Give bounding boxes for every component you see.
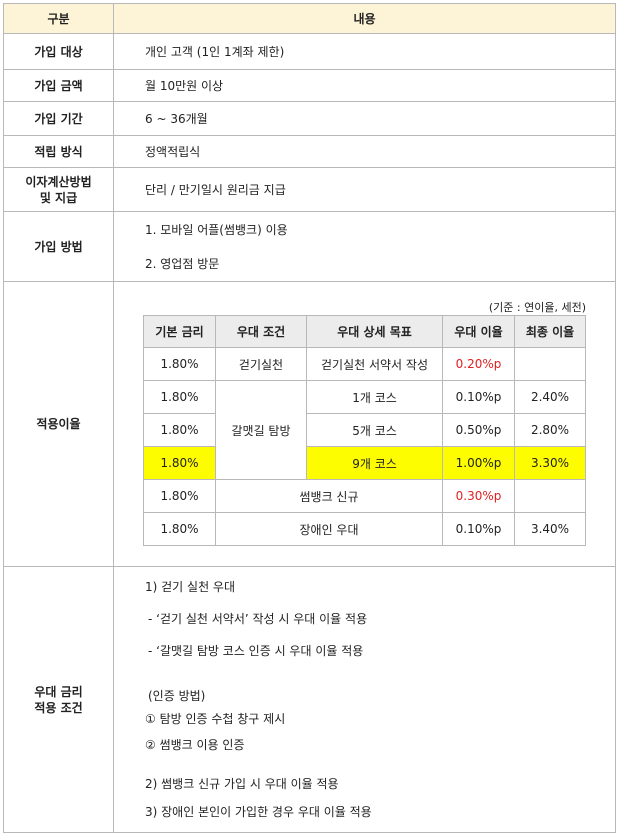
row-interest-calc: 이자계산방법 및 지급 단리 / 만기일시 원리금 지급 — [3, 167, 616, 212]
label-period: 가입 기간 — [3, 101, 114, 136]
rate-pref-cell: 0.30%p — [442, 479, 515, 513]
rate-pref-cell: 1.00%p — [442, 446, 515, 480]
value-amount: 월 10만원 이상 — [113, 69, 616, 102]
value-saving-method: 정액적립식 — [113, 135, 616, 168]
rate-detail-cell: 9개 코스 — [306, 446, 443, 480]
rate-base-cell: 1.80% — [143, 446, 216, 480]
rate-pref-cell: 0.10%p — [442, 512, 515, 546]
rate-final-cell: 3.30% — [514, 446, 586, 480]
rate-row: 1.80% 갈맷길 탐방 1개 코스 0.10%p 2.40% — [143, 380, 586, 480]
rate-base-cell: 1.80% — [143, 380, 216, 414]
rate-detail-cell: 1개 코스 — [306, 380, 443, 414]
header-category: 구분 — [3, 3, 114, 34]
condition-line: ① 탐방 인증 수첩 창구 제시 — [145, 712, 286, 726]
row-rates: 적용이율 (기준 : 연이율, 세전) 기본 금리 우대 조건 우대 상세 목표… — [3, 281, 616, 567]
label-interest-calc: 이자계산방법 및 지급 — [3, 167, 114, 212]
label-interest-calc-line2: 및 지급 — [39, 190, 78, 205]
rate-final-cell — [514, 347, 586, 381]
label-conditions-line1: 우대 금리 — [34, 684, 83, 699]
condition-line: 3) 장애인 본인이 가입한 경우 우대 이율 적용 — [145, 805, 372, 819]
rate-row: 1.80% 장애인 우대 0.10%p 3.40% — [143, 512, 586, 546]
rate-row: 1.80% 5개 코스 0.50%p 2.80% — [143, 413, 586, 447]
rate-condition-cell: 갈맷길 탐방 — [215, 380, 307, 480]
row-saving-method: 적립 방식 정액적립식 — [3, 135, 616, 168]
label-amount: 가입 금액 — [3, 69, 114, 102]
value-interest-calc: 단리 / 만기일시 원리금 지급 — [113, 167, 616, 212]
rate-pref-cell: 0.10%p — [442, 380, 515, 414]
rate-base-cell: 1.80% — [143, 479, 216, 513]
rate-table: 기본 금리 우대 조건 우대 상세 목표 우대 이율 최종 이율 1.80% 걷… — [143, 315, 586, 546]
rate-table-header: 기본 금리 우대 조건 우대 상세 목표 우대 이율 최종 이율 — [143, 315, 586, 348]
rate-final-cell: 2.80% — [514, 413, 586, 447]
label-target: 가입 대상 — [3, 33, 114, 70]
row-join-method: 가입 방법 1. 모바일 어플(썸뱅크) 이용 2. 영업점 방문 — [3, 211, 616, 282]
label-rates: 적용이율 — [3, 281, 114, 567]
rate-final-cell: 3.40% — [514, 512, 586, 546]
rate-row: 1.80% 걷기실천 걷기실천 서약서 작성 0.20%p — [143, 347, 586, 381]
condition-line: 1) 걷기 실천 우대 — [145, 580, 236, 594]
condition-line: - ‘갈맷길 탐방 코스 인증 시 우대 이율 적용 — [148, 644, 364, 658]
value-join-method: 1. 모바일 어플(썸뱅크) 이용 2. 영업점 방문 — [113, 211, 616, 282]
header-content: 내용 — [113, 3, 616, 34]
rate-header-cell: 우대 이율 — [442, 315, 515, 348]
row-target: 가입 대상 개인 고객 (1인 1계좌 제한) — [3, 33, 616, 70]
rate-detail-cell: 5개 코스 — [306, 413, 443, 447]
row-amount: 가입 금액 월 10만원 이상 — [3, 69, 616, 102]
rate-condition-cell: 썸뱅크 신규 — [215, 479, 443, 513]
rate-final-cell — [514, 479, 586, 513]
condition-line: ② 썸뱅크 이용 인증 — [145, 738, 245, 752]
rate-base-cell: 1.80% — [143, 413, 216, 447]
value-period: 6 ~ 36개월 — [113, 101, 616, 136]
rate-base-cell: 1.80% — [143, 347, 216, 381]
label-saving-method: 적립 방식 — [3, 135, 114, 168]
rate-row-highlighted: 1.80% 9개 코스 1.00%p 3.30% — [143, 446, 586, 480]
label-interest-calc-line1: 이자계산방법 — [25, 174, 92, 189]
row-conditions: 우대 금리 적용 조건 1) 걷기 실천 우대 - ‘걷기 실천 서약서’ 작성… — [3, 566, 616, 833]
value-target: 개인 고객 (1인 1계좌 제한) — [113, 33, 616, 70]
rate-row: 1.80% 썸뱅크 신규 0.30%p — [143, 479, 586, 513]
condition-line: 2) 썸뱅크 신규 가입 시 우대 이율 적용 — [145, 777, 339, 791]
header-row: 구분 내용 — [3, 3, 616, 34]
rate-header-cell: 우대 조건 — [215, 315, 307, 348]
rate-pref-cell: 0.50%p — [442, 413, 515, 447]
rate-basis-note: (기준 : 연이율, 세전) — [488, 301, 586, 314]
rate-final-cell: 2.40% — [514, 380, 586, 414]
join-method-item: 1. 모바일 어플(썸뱅크) 이용 — [145, 223, 288, 237]
rate-header-cell: 최종 이율 — [514, 315, 586, 348]
row-period: 가입 기간 6 ~ 36개월 — [3, 101, 616, 136]
conditions-cell: 1) 걷기 실천 우대 - ‘걷기 실천 서약서’ 작성 시 우대 이율 적용 … — [113, 566, 616, 833]
rate-detail-cell: 걷기실천 서약서 작성 — [306, 347, 443, 381]
rate-condition-cell: 걷기실천 — [215, 347, 307, 381]
rate-header-cell: 우대 상세 목표 — [306, 315, 443, 348]
rate-base-cell: 1.80% — [143, 512, 216, 546]
rate-condition-cell: 장애인 우대 — [215, 512, 443, 546]
label-conditions: 우대 금리 적용 조건 — [3, 566, 114, 833]
label-join-method: 가입 방법 — [3, 211, 114, 282]
rate-header-cell: 기본 금리 — [143, 315, 216, 348]
condition-line: (인증 방법) — [148, 689, 206, 703]
condition-line: - ‘걷기 실천 서약서’ 작성 시 우대 이율 적용 — [148, 612, 368, 626]
join-method-item: 2. 영업점 방문 — [145, 257, 220, 271]
rates-cell: (기준 : 연이율, 세전) 기본 금리 우대 조건 우대 상세 목표 우대 이… — [113, 281, 616, 567]
rate-pref-cell: 0.20%p — [442, 347, 515, 381]
product-info-table: 구분 내용 가입 대상 개인 고객 (1인 1계좌 제한) 가입 금액 월 10… — [3, 3, 616, 833]
label-conditions-line2: 적용 조건 — [34, 700, 83, 715]
